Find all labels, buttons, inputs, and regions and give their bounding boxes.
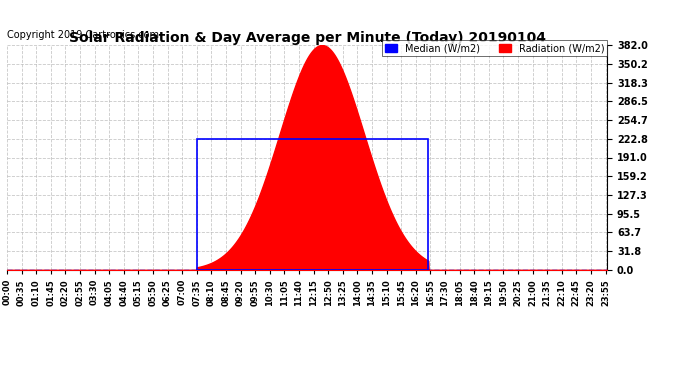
Title: Solar Radiation & Day Average per Minute (Today) 20190104: Solar Radiation & Day Average per Minute… <box>68 31 546 45</box>
Bar <box>197 139 428 270</box>
Legend: Median (W/m2), Radiation (W/m2): Median (W/m2), Radiation (W/m2) <box>382 40 607 56</box>
Text: Copyright 2019 Cartronics.com: Copyright 2019 Cartronics.com <box>7 30 159 40</box>
